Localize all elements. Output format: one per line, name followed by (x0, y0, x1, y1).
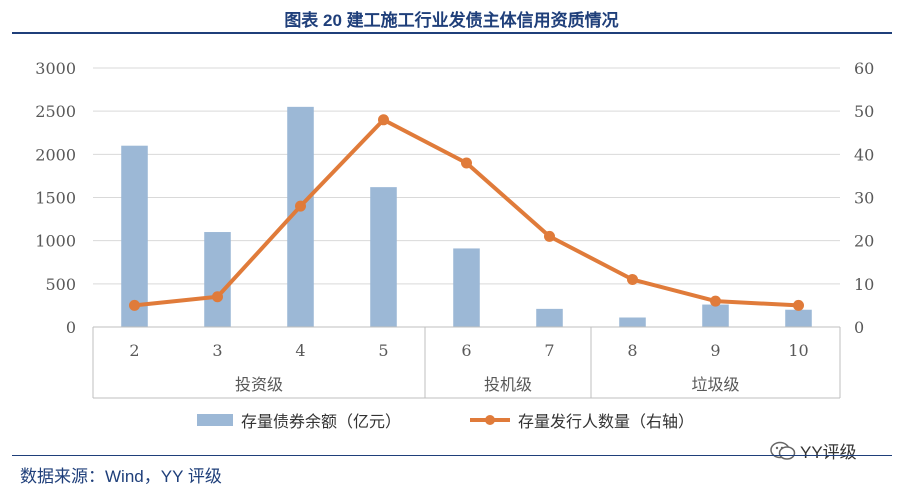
y-right-tick-label: 60 (854, 59, 874, 78)
line-point (378, 114, 389, 126)
source-note: 数据来源：Wind，YY 评级 (20, 467, 222, 486)
y-right-tick-label: 50 (854, 102, 874, 121)
line-point (544, 230, 555, 242)
x-tick-label: 8 (627, 341, 637, 360)
line-point (129, 299, 140, 311)
watermark: YY评级 (770, 438, 857, 463)
line-point (710, 295, 721, 307)
legend-line-swatch (470, 415, 510, 425)
bar (785, 309, 812, 327)
legend: 存量债券余额（亿元） 存量发行人数量（右轴） (0, 408, 903, 432)
x-tick-label: 6 (461, 341, 471, 360)
y-left-tick-label: 0 (66, 318, 76, 337)
watermark-text: YY评级 (800, 443, 857, 462)
bar (536, 308, 563, 327)
wechat-icon (770, 441, 796, 460)
y-left-tick-label: 1500 (35, 189, 76, 208)
y-right-tick-label: 0 (854, 318, 864, 337)
legend-line-label: 存量发行人数量（右轴） (518, 412, 695, 431)
line-point (793, 299, 804, 311)
chart: 0 0 500 10 1000 20 1500 30 2000 40 2500 50 3000 60 投资级… (35, 59, 874, 399)
group-label: 投资级 (235, 375, 283, 394)
x-tick-label: 5 (378, 341, 388, 360)
y-right-tick-label: 40 (854, 145, 874, 164)
legend-bar-label: 存量债券余额（亿元） (241, 412, 402, 431)
bar (204, 232, 231, 327)
x-tick-label: 9 (710, 341, 720, 360)
bar (121, 145, 148, 327)
x-tick-label: 2 (129, 341, 139, 360)
line-point (461, 157, 472, 169)
y-left-tick-label: 3000 (35, 59, 76, 78)
group-label: 垃圾级 (691, 375, 739, 394)
x-tick-label: 7 (544, 341, 554, 360)
line-point (295, 200, 306, 212)
bar (619, 317, 646, 327)
x-tick-label: 4 (295, 341, 305, 360)
group-label: 投机级 (484, 375, 532, 394)
bar (702, 304, 729, 327)
chart-title: 图表 20 建工施工行业发债主体信用资质情况 (284, 11, 619, 30)
x-tick-label: 3 (212, 341, 222, 360)
legend-bar-swatch (197, 414, 233, 426)
line-point (212, 291, 223, 303)
y-left-tick-label: 1000 (35, 232, 76, 251)
title-rule (12, 32, 892, 34)
source-rule (12, 455, 892, 456)
legend-line-item: 存量发行人数量（右轴） (470, 408, 694, 432)
bar (453, 248, 480, 327)
y-right-tick-label: 20 (854, 232, 874, 251)
y-right-tick-label: 10 (854, 275, 874, 294)
y-left-tick-label: 2500 (35, 102, 76, 121)
y-left-tick-label: 500 (45, 275, 76, 294)
bar (370, 187, 397, 327)
y-left-tick-label: 2000 (35, 145, 76, 164)
y-right-tick-label: 30 (854, 189, 874, 208)
legend-bar-item: 存量债券余额（亿元） (197, 408, 401, 432)
x-tick-label: 10 (788, 341, 808, 360)
line-point (627, 274, 638, 286)
